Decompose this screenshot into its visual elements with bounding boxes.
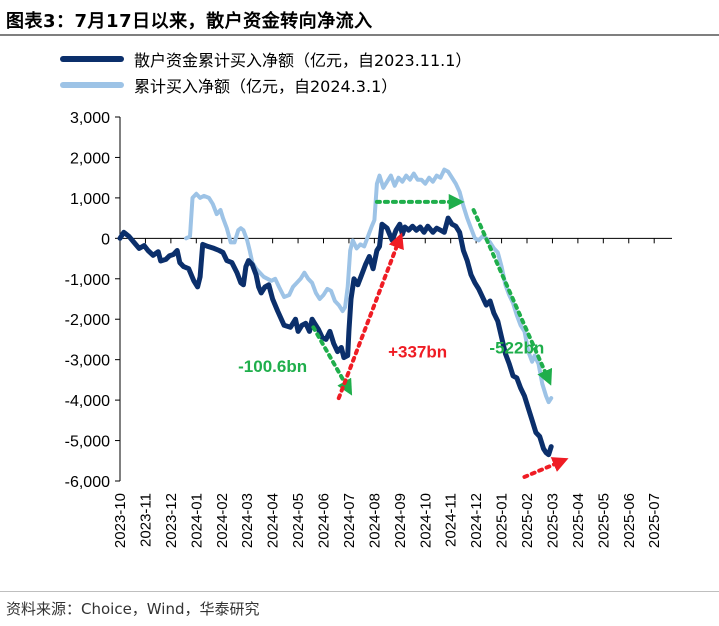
y-tick-label: -2,000 — [65, 312, 110, 329]
series-line-light — [184, 167, 554, 405]
annotation-label: -522bn — [489, 339, 544, 358]
y-tick-label: 1,000 — [70, 191, 110, 208]
y-tick-label: -3,000 — [65, 353, 110, 370]
trend-arrow — [336, 232, 404, 401]
chart-title: 图表3：7月17日以来，散户资金转向净流入 — [6, 11, 373, 32]
trend-arrow — [311, 325, 353, 396]
x-tick-label: 2024-12 — [468, 493, 485, 548]
x-tick-label: 2024-04 — [265, 493, 282, 548]
x-tick-label: 2024-11 — [443, 493, 460, 547]
x-tick-label: 2023-11 — [137, 493, 154, 547]
trend-arrow — [471, 208, 553, 386]
x-tick-label: 2023-12 — [163, 493, 180, 548]
legend-label-dark: 散户资金累计买入净额（亿元，自2023.11.1） — [134, 51, 472, 70]
title-bar: 图表3：7月17日以来，散户资金转向净流入 — [0, 0, 719, 38]
x-tick-label: 2024-01 — [188, 493, 205, 548]
legend-label-light: 累计买入净额（亿元，自2024.3.1） — [134, 77, 398, 96]
y-tick-label: -4,000 — [65, 393, 110, 410]
x-tick-label: 2024-03 — [239, 493, 256, 548]
legend-swatch-dark — [60, 56, 124, 62]
legend-swatch-light — [60, 82, 124, 88]
trend-arrow — [522, 457, 569, 479]
x-tick-label: 2025-07 — [646, 493, 663, 548]
footer-divider — [0, 591, 719, 592]
x-tick-label: 2024-02 — [214, 493, 231, 548]
x-tick-label: 2024-05 — [290, 493, 307, 548]
x-tick-label: 2024-08 — [366, 493, 383, 548]
x-tick-label: 2025-06 — [621, 493, 638, 548]
y-tick-label: 2,000 — [70, 150, 110, 167]
annotation-label: +337bn — [388, 343, 447, 362]
x-tick-label: 2023-10 — [112, 493, 129, 548]
line-chart: 3,000 2,000 1,000 0 -1,000 -2,000 -3,000 -4,000… — [65, 110, 672, 548]
y-tick-label: -1,000 — [65, 272, 110, 289]
x-tick-label: 2024-10 — [417, 493, 434, 548]
y-tick-label: 0 — [101, 231, 110, 248]
source-note: 资料来源：Choice，Wind，华泰研究 — [6, 600, 260, 618]
x-tick-label: 2025-05 — [595, 493, 612, 548]
x-tick-label: 2024-09 — [392, 493, 409, 548]
series-line-dark — [117, 215, 554, 458]
x-tick-label: 2025-01 — [494, 493, 511, 548]
y-tick-label: 3,000 — [70, 110, 110, 127]
y-tick-label: -5,000 — [65, 434, 110, 451]
annotation-label: -100.6bn — [238, 357, 307, 376]
x-tick-label: 2024-06 — [316, 493, 333, 548]
title-divider — [0, 34, 719, 36]
x-tick-label: 2024-07 — [341, 493, 358, 548]
x-tick-label: 2025-02 — [519, 493, 536, 548]
x-tick-label: 2025-04 — [570, 493, 587, 548]
y-tick-label: -6,000 — [65, 474, 110, 491]
x-tick-label: 2025-03 — [544, 493, 561, 548]
